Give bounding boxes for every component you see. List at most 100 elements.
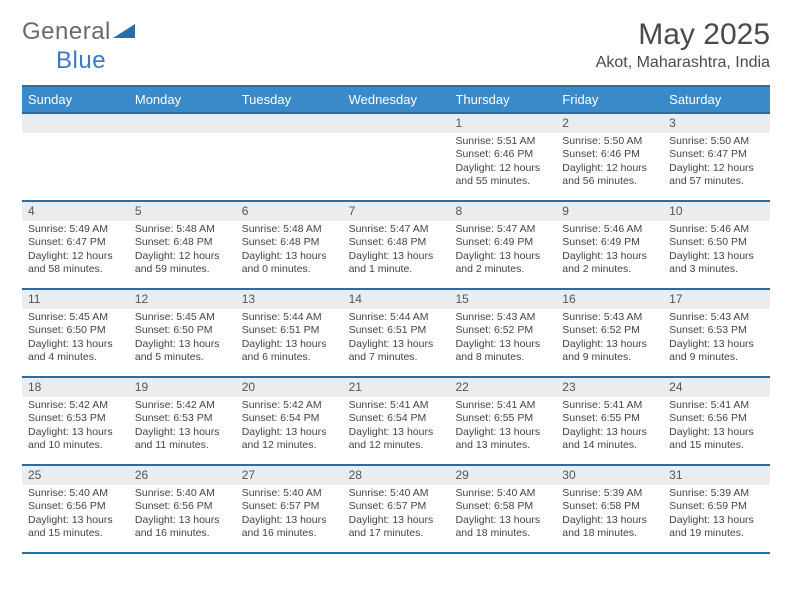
day-details: Sunrise: 5:42 AMSunset: 6:54 PMDaylight:… (236, 397, 343, 457)
day-cell: 19Sunrise: 5:42 AMSunset: 6:53 PMDayligh… (129, 378, 236, 464)
day-cell: 10Sunrise: 5:46 AMSunset: 6:50 PMDayligh… (663, 202, 770, 288)
day-details: Sunrise: 5:40 AMSunset: 6:58 PMDaylight:… (449, 485, 556, 545)
day-details: Sunrise: 5:42 AMSunset: 6:53 PMDaylight:… (22, 397, 129, 457)
sunset-text: Sunset: 6:52 PM (562, 324, 657, 337)
sunset-text: Sunset: 6:57 PM (242, 500, 337, 513)
day-cell: 3Sunrise: 5:50 AMSunset: 6:47 PMDaylight… (663, 114, 770, 200)
daylight-text: Daylight: 13 hours and 13 minutes. (455, 426, 550, 453)
sunrise-text: Sunrise: 5:51 AM (455, 135, 550, 148)
day-cell: 15Sunrise: 5:43 AMSunset: 6:52 PMDayligh… (449, 290, 556, 376)
sunrise-text: Sunrise: 5:45 AM (135, 311, 230, 324)
day-cell: 24Sunrise: 5:41 AMSunset: 6:56 PMDayligh… (663, 378, 770, 464)
day-details: Sunrise: 5:40 AMSunset: 6:56 PMDaylight:… (22, 485, 129, 545)
sunrise-text: Sunrise: 5:41 AM (562, 399, 657, 412)
location-text: Akot, Maharashtra, India (596, 54, 770, 72)
sunset-text: Sunset: 6:46 PM (562, 148, 657, 161)
sunrise-text: Sunrise: 5:42 AM (135, 399, 230, 412)
empty-cell (22, 114, 129, 200)
sunrise-text: Sunrise: 5:48 AM (135, 223, 230, 236)
sunset-text: Sunset: 6:51 PM (349, 324, 444, 337)
day-cell: 16Sunrise: 5:43 AMSunset: 6:52 PMDayligh… (556, 290, 663, 376)
sunset-text: Sunset: 6:54 PM (349, 412, 444, 425)
day-number: 18 (22, 378, 129, 397)
day-cell: 8Sunrise: 5:47 AMSunset: 6:49 PMDaylight… (449, 202, 556, 288)
sunrise-text: Sunrise: 5:42 AM (242, 399, 337, 412)
weekday-header-saturday: Saturday (663, 87, 770, 112)
empty-cell (343, 114, 450, 200)
day-number: 5 (129, 202, 236, 221)
brand-part1: General (22, 18, 111, 45)
sunset-text: Sunset: 6:50 PM (28, 324, 123, 337)
day-details: Sunrise: 5:40 AMSunset: 6:57 PMDaylight:… (343, 485, 450, 545)
day-number: 26 (129, 466, 236, 485)
sunrise-text: Sunrise: 5:43 AM (669, 311, 764, 324)
sunrise-text: Sunrise: 5:46 AM (669, 223, 764, 236)
sunrise-text: Sunrise: 5:46 AM (562, 223, 657, 236)
day-number: 11 (22, 290, 129, 309)
weekday-header-row: SundayMondayTuesdayWednesdayThursdayFrid… (22, 87, 770, 112)
day-number: 23 (556, 378, 663, 397)
daylight-text: Daylight: 13 hours and 12 minutes. (242, 426, 337, 453)
day-details: Sunrise: 5:46 AMSunset: 6:50 PMDaylight:… (663, 221, 770, 281)
day-cell: 18Sunrise: 5:42 AMSunset: 6:53 PMDayligh… (22, 378, 129, 464)
sunrise-text: Sunrise: 5:40 AM (135, 487, 230, 500)
day-details: Sunrise: 5:41 AMSunset: 6:55 PMDaylight:… (556, 397, 663, 457)
sunset-text: Sunset: 6:53 PM (669, 324, 764, 337)
day-details: Sunrise: 5:39 AMSunset: 6:59 PMDaylight:… (663, 485, 770, 545)
day-number: 25 (22, 466, 129, 485)
day-details: Sunrise: 5:43 AMSunset: 6:52 PMDaylight:… (449, 309, 556, 369)
day-details: Sunrise: 5:44 AMSunset: 6:51 PMDaylight:… (343, 309, 450, 369)
day-details: Sunrise: 5:47 AMSunset: 6:48 PMDaylight:… (343, 221, 450, 281)
day-details: Sunrise: 5:41 AMSunset: 6:55 PMDaylight:… (449, 397, 556, 457)
day-cell: 1Sunrise: 5:51 AMSunset: 6:46 PMDaylight… (449, 114, 556, 200)
calendar-grid: SundayMondayTuesdayWednesdayThursdayFrid… (22, 85, 770, 554)
sunrise-text: Sunrise: 5:40 AM (349, 487, 444, 500)
sunset-text: Sunset: 6:58 PM (455, 500, 550, 513)
day-details: Sunrise: 5:49 AMSunset: 6:47 PMDaylight:… (22, 221, 129, 281)
calendar-page: GeneralBlue May 2025 Akot, Maharashtra, … (0, 0, 792, 612)
daylight-text: Daylight: 12 hours and 59 minutes. (135, 250, 230, 277)
month-title: May 2025 (596, 18, 770, 52)
daylight-text: Daylight: 13 hours and 11 minutes. (135, 426, 230, 453)
day-number: 7 (343, 202, 450, 221)
day-details: Sunrise: 5:40 AMSunset: 6:56 PMDaylight:… (129, 485, 236, 545)
day-cell: 12Sunrise: 5:45 AMSunset: 6:50 PMDayligh… (129, 290, 236, 376)
sunrise-text: Sunrise: 5:45 AM (28, 311, 123, 324)
sunrise-text: Sunrise: 5:44 AM (242, 311, 337, 324)
day-number: 12 (129, 290, 236, 309)
empty-daynum-bar (22, 114, 129, 133)
sunset-text: Sunset: 6:47 PM (669, 148, 764, 161)
daylight-text: Daylight: 13 hours and 18 minutes. (562, 514, 657, 541)
daylight-text: Daylight: 13 hours and 17 minutes. (349, 514, 444, 541)
sunset-text: Sunset: 6:50 PM (669, 236, 764, 249)
day-cell: 27Sunrise: 5:40 AMSunset: 6:57 PMDayligh… (236, 466, 343, 552)
sunset-text: Sunset: 6:49 PM (455, 236, 550, 249)
week-row: 4Sunrise: 5:49 AMSunset: 6:47 PMDaylight… (22, 200, 770, 288)
sunrise-text: Sunrise: 5:43 AM (455, 311, 550, 324)
day-details: Sunrise: 5:40 AMSunset: 6:57 PMDaylight:… (236, 485, 343, 545)
sunrise-text: Sunrise: 5:50 AM (562, 135, 657, 148)
day-number: 8 (449, 202, 556, 221)
day-details: Sunrise: 5:41 AMSunset: 6:54 PMDaylight:… (343, 397, 450, 457)
daylight-text: Daylight: 12 hours and 56 minutes. (562, 162, 657, 189)
week-row: 25Sunrise: 5:40 AMSunset: 6:56 PMDayligh… (22, 464, 770, 552)
sunset-text: Sunset: 6:56 PM (28, 500, 123, 513)
sunset-text: Sunset: 6:58 PM (562, 500, 657, 513)
day-number: 16 (556, 290, 663, 309)
sunrise-text: Sunrise: 5:50 AM (669, 135, 764, 148)
day-number: 30 (556, 466, 663, 485)
day-number: 27 (236, 466, 343, 485)
day-cell: 30Sunrise: 5:39 AMSunset: 6:58 PMDayligh… (556, 466, 663, 552)
weekday-header-monday: Monday (129, 87, 236, 112)
day-cell: 2Sunrise: 5:50 AMSunset: 6:46 PMDaylight… (556, 114, 663, 200)
daylight-text: Daylight: 13 hours and 18 minutes. (455, 514, 550, 541)
day-cell: 6Sunrise: 5:48 AMSunset: 6:48 PMDaylight… (236, 202, 343, 288)
sunset-text: Sunset: 6:50 PM (135, 324, 230, 337)
day-details: Sunrise: 5:48 AMSunset: 6:48 PMDaylight:… (129, 221, 236, 281)
day-cell: 22Sunrise: 5:41 AMSunset: 6:55 PMDayligh… (449, 378, 556, 464)
sunset-text: Sunset: 6:54 PM (242, 412, 337, 425)
day-cell: 21Sunrise: 5:41 AMSunset: 6:54 PMDayligh… (343, 378, 450, 464)
day-number: 1 (449, 114, 556, 133)
day-number: 24 (663, 378, 770, 397)
day-number: 20 (236, 378, 343, 397)
